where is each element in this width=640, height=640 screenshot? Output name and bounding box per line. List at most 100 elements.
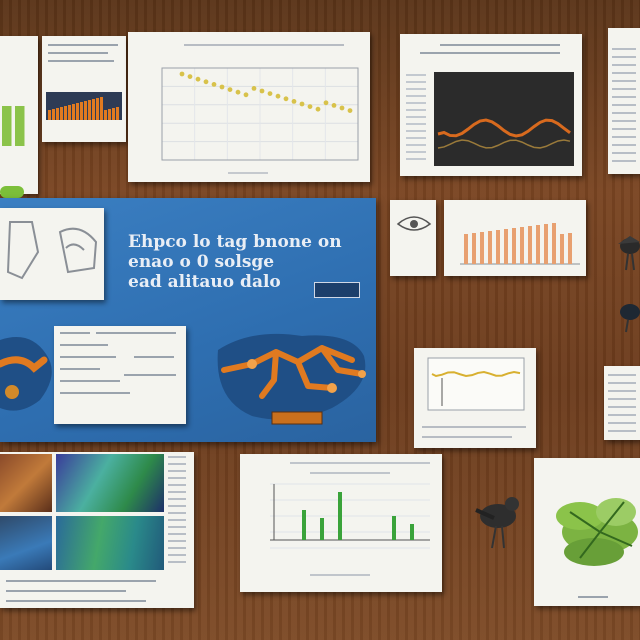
bar bbox=[512, 228, 516, 264]
scatter-point bbox=[347, 108, 353, 113]
plot-frame bbox=[161, 67, 359, 161]
plot-frame bbox=[427, 357, 525, 411]
scatter-point bbox=[323, 100, 329, 106]
scatter-point bbox=[307, 104, 313, 109]
green-chart-sheet bbox=[0, 36, 38, 198]
bar bbox=[302, 510, 306, 540]
bar bbox=[568, 233, 572, 264]
strip-bar bbox=[56, 108, 59, 120]
bar bbox=[552, 223, 556, 264]
orange-data-sheet bbox=[42, 36, 126, 142]
satellite-image-2 bbox=[56, 454, 164, 512]
scatter-point bbox=[219, 84, 225, 90]
text-card bbox=[54, 326, 186, 424]
scatter-point bbox=[291, 99, 297, 104]
scatter-chart bbox=[161, 67, 359, 161]
eye-sketch-sheet bbox=[390, 200, 436, 276]
green-bar-card bbox=[240, 454, 442, 592]
green-blob bbox=[0, 186, 24, 198]
series-line bbox=[431, 370, 521, 378]
sketch-sheet bbox=[0, 208, 104, 300]
bar bbox=[528, 226, 532, 264]
strip-bar bbox=[108, 109, 111, 120]
strip-bar bbox=[80, 102, 83, 120]
plant-card bbox=[534, 458, 640, 606]
bar bbox=[504, 229, 508, 264]
orange-strip-chart bbox=[48, 97, 119, 120]
strip-bar bbox=[112, 108, 115, 120]
bird-icon bbox=[466, 490, 526, 550]
green-bar-chart bbox=[270, 483, 430, 549]
orange-bar-chart bbox=[460, 223, 580, 265]
left-orange-map bbox=[0, 337, 52, 411]
bar bbox=[338, 492, 342, 540]
bar bbox=[320, 518, 324, 540]
bar bbox=[544, 224, 548, 264]
bird-icon bbox=[614, 298, 640, 334]
scatter-point bbox=[211, 82, 217, 87]
strip-bar bbox=[60, 107, 63, 120]
bar bbox=[472, 233, 476, 264]
right-edge-sheet bbox=[608, 28, 640, 174]
bar bbox=[536, 225, 540, 264]
poster-headline: Ehpco lo tag bnone on enao o 0 solsge ea… bbox=[128, 232, 368, 292]
strip-bar bbox=[104, 110, 107, 120]
dark-slide bbox=[434, 72, 574, 166]
scatter-point bbox=[195, 76, 201, 82]
strip-bar bbox=[64, 106, 67, 120]
strip-bar bbox=[84, 101, 87, 120]
scatter-point bbox=[339, 105, 345, 111]
scatter-point bbox=[203, 79, 209, 85]
bar bbox=[392, 516, 396, 540]
strip-bar bbox=[48, 110, 51, 120]
line-chart bbox=[427, 357, 525, 411]
line-chart-card bbox=[414, 348, 536, 448]
scatter-point bbox=[283, 96, 289, 102]
central-orange-map bbox=[217, 333, 366, 425]
scatter-point bbox=[259, 88, 265, 94]
scatter-point bbox=[227, 87, 233, 92]
bar bbox=[560, 234, 564, 264]
orange-bar-card bbox=[444, 200, 586, 276]
scatter-point bbox=[331, 103, 337, 108]
headline-line-1: Ehpco lo tag bnone on bbox=[128, 232, 342, 252]
scatter-point bbox=[243, 92, 249, 98]
green-bars bbox=[2, 106, 34, 146]
sketch-drawing bbox=[6, 221, 98, 280]
satellite-image-4 bbox=[56, 516, 164, 570]
strip-bar bbox=[76, 103, 79, 120]
satellite-sheet bbox=[0, 452, 194, 608]
scatter-point bbox=[299, 101, 305, 107]
bar bbox=[480, 232, 484, 264]
strip-bar bbox=[96, 98, 99, 120]
bar bbox=[410, 524, 414, 540]
bar bbox=[464, 234, 468, 264]
scatter-point bbox=[187, 74, 193, 79]
headline-line-2: enao o 0 solsge bbox=[128, 252, 275, 272]
scatter-point bbox=[251, 86, 257, 91]
bar bbox=[496, 230, 500, 264]
scatter-chart-card bbox=[128, 32, 370, 182]
satellite-image-3 bbox=[0, 516, 52, 570]
bar bbox=[520, 227, 524, 264]
scatter-point bbox=[275, 93, 281, 99]
wave-line-2 bbox=[437, 139, 571, 149]
satellite-image-1 bbox=[0, 454, 52, 512]
orange-line-chart bbox=[437, 118, 571, 149]
plant-icon bbox=[556, 498, 638, 566]
strip-bar bbox=[72, 104, 75, 120]
scatter-point bbox=[235, 89, 241, 95]
right-small-sheet bbox=[604, 366, 640, 440]
strip-bar bbox=[68, 105, 71, 120]
dark-slide-card bbox=[400, 34, 582, 176]
eye-sketch bbox=[396, 216, 432, 231]
scatter-point bbox=[179, 71, 185, 77]
strip-bar bbox=[88, 100, 91, 120]
strip-bar bbox=[52, 109, 55, 120]
scatter-point bbox=[315, 106, 321, 112]
strip-bar bbox=[116, 107, 119, 120]
scatter-point bbox=[267, 91, 273, 96]
wave-line bbox=[437, 118, 571, 138]
poster-badge[interactable] bbox=[314, 282, 360, 298]
bar bbox=[488, 231, 492, 264]
